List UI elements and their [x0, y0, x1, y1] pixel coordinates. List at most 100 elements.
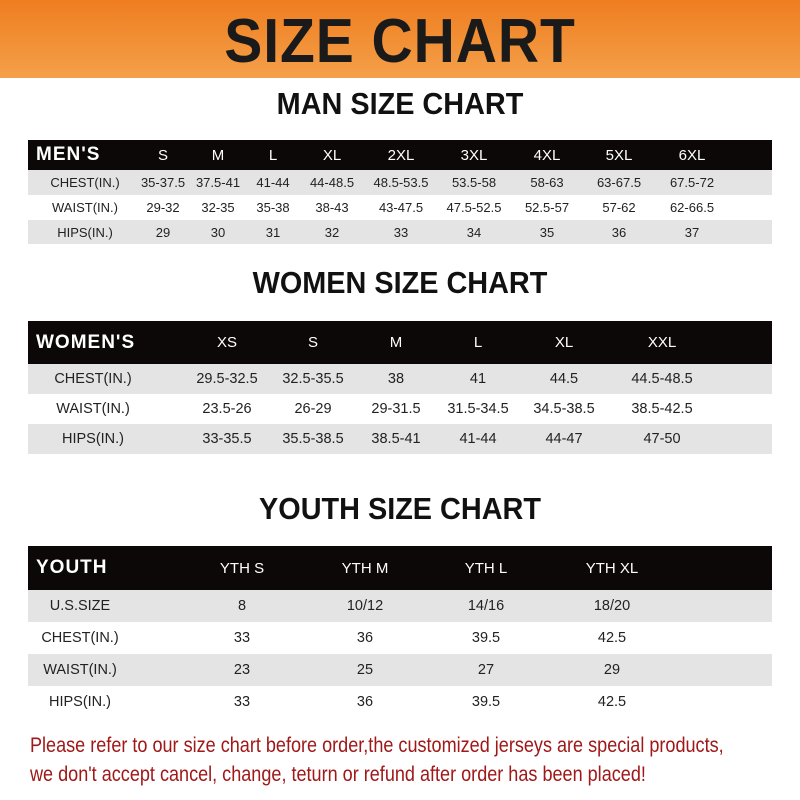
banner-title: SIZE CHART	[224, 7, 576, 76]
measurement-label: HIPS(IN.)	[48, 694, 112, 710]
measurement-value: 57-62	[602, 200, 636, 215]
banner: SIZE CHART	[0, 0, 800, 78]
measurement-value: 33	[393, 224, 409, 240]
measurement-value: 30	[210, 224, 226, 240]
measurement-value: 35-38	[256, 200, 290, 215]
measurement-value: 32-35	[201, 200, 235, 215]
measurement-value: 42.5	[597, 694, 627, 710]
measurement-label: HIPS(IN.)	[57, 224, 113, 240]
measurement-value: 29	[603, 662, 621, 678]
size-header-cell: L	[268, 146, 278, 164]
notice-line-1: Please refer to our size chart before or…	[30, 734, 724, 757]
measurement-value: 42.5	[597, 630, 627, 646]
measurement-value: 35-37.5	[140, 175, 186, 190]
measurement-value: 38-43	[315, 200, 349, 215]
size-header-cell: 6XL	[678, 146, 706, 164]
size-header-cell: XS	[216, 334, 238, 351]
measurement-value: 39.5	[471, 694, 501, 710]
size-header-cell: M	[211, 146, 225, 164]
measurement-value: 63-67.5	[596, 175, 642, 190]
men-header-label: MEN'S	[36, 144, 101, 165]
size-header-cell: YTH M	[341, 559, 389, 577]
table-row: HIPS(IN.) 33 36 39.5 42.5	[28, 686, 772, 718]
table-row: CHEST(IN.) 29.5-32.5 32.5-35.5 38 41 44.5 44.5…	[28, 364, 772, 394]
measurement-value: 38	[387, 371, 405, 387]
measurement-value: 38.5-41	[371, 431, 421, 447]
measurement-value: 33-35.5	[202, 431, 252, 447]
measurement-value: 52.5-57	[524, 200, 570, 215]
measurement-value: 31	[265, 224, 281, 240]
measurement-label: WAIST(IN.)	[56, 401, 130, 417]
size-header-cell: 2XL	[387, 146, 415, 164]
measurement-value: 41-44	[459, 431, 497, 447]
measurement-value: 37	[684, 224, 700, 240]
size-header-cell: S	[307, 334, 319, 351]
size-header-cell: YTH L	[464, 559, 508, 577]
measurement-label: CHEST(IN.)	[54, 371, 132, 387]
women-section-title: WOMEN SIZE CHART	[252, 265, 548, 300]
youth-size-table: YOUTH YTH S YTH M YTH L YTH XL U.S.SIZE 8 10/12…	[28, 546, 772, 718]
measurement-value: 47-50	[643, 431, 681, 447]
measurement-value: 34.5-38.5	[533, 401, 595, 417]
measurement-value: 38.5-42.5	[631, 401, 693, 417]
measurement-value: 8	[237, 598, 247, 614]
measurement-value: 41-44	[256, 175, 290, 190]
measurement-value: 33	[233, 630, 251, 646]
women-header-label: WOMEN'S	[36, 331, 136, 353]
measurement-label: WAIST(IN.)	[52, 200, 118, 215]
measurement-value: 44.5	[549, 371, 579, 387]
size-header-cell: XL	[554, 334, 574, 351]
youth-header-label: YOUTH	[36, 557, 108, 578]
table-row: WAIST(IN.) 23.5-26 26-29 29-31.5 31.5-34.5 34…	[28, 394, 772, 424]
women-header-row: WOMEN'S XS S M L XL XXL	[28, 321, 772, 364]
men-section-title: MAN SIZE CHART	[276, 86, 524, 121]
youth-header-row: YOUTH YTH S YTH M YTH L YTH XL	[28, 546, 772, 590]
youth-section-title: YOUTH SIZE CHART	[259, 491, 541, 526]
table-row: HIPS(IN.) 29 30 31 32 33 34 35 36 37	[28, 220, 772, 244]
measurement-value: 67.5-72	[669, 175, 715, 190]
measurement-value: 62-66.5	[669, 200, 715, 215]
measurement-value: 32.5-35.5	[282, 371, 344, 387]
measurement-value: 44-48.5	[309, 175, 355, 190]
measurement-value: 10/12	[346, 598, 384, 614]
men-size-table: MEN'S S M L XL 2XL 3XL 4XL 5XL 6XL CHEST(IN.) 35-37…	[28, 140, 772, 244]
size-header-cell: S	[157, 146, 169, 164]
measurement-value: 25	[356, 662, 374, 678]
size-header-cell: M	[389, 334, 403, 351]
measurement-label: WAIST(IN.)	[43, 662, 117, 678]
size-header-cell: 3XL	[460, 146, 488, 164]
measurement-value: 48.5-53.5	[373, 175, 429, 190]
measurement-value: 44-47	[545, 431, 583, 447]
measurement-value: 29.5-32.5	[196, 371, 258, 387]
measurement-value: 35.5-38.5	[282, 431, 344, 447]
size-header-cell: YTH S	[219, 559, 265, 577]
measurement-label: HIPS(IN.)	[61, 431, 125, 447]
measurement-value: 41	[469, 371, 487, 387]
measurement-value: 14/16	[467, 598, 505, 614]
table-row: WAIST(IN.) 23 25 27 29	[28, 654, 772, 686]
measurement-value: 36	[356, 694, 374, 710]
table-row: U.S.SIZE 8 10/12 14/16 18/20	[28, 590, 772, 622]
measurement-value: 39.5	[471, 630, 501, 646]
measurement-value: 35	[539, 224, 555, 240]
measurement-value: 44.5-48.5	[631, 371, 693, 387]
size-header-cell: XL	[322, 146, 342, 164]
size-header-cell: XXL	[647, 334, 677, 351]
measurement-value: 33	[233, 694, 251, 710]
measurement-value: 32	[324, 224, 340, 240]
measurement-value: 23.5-26	[202, 401, 252, 417]
measurement-value: 27	[477, 662, 495, 678]
measurement-value: 29-31.5	[371, 401, 421, 417]
measurement-label: CHEST(IN.)	[41, 630, 119, 646]
table-row: WAIST(IN.) 29-32 32-35 35-38 38-43 43-47.5 47.…	[28, 195, 772, 220]
women-size-table: WOMEN'S XS S M L XL XXL CHEST(IN.) 29.5-32.5 32.5…	[28, 321, 772, 454]
size-header-cell: YTH XL	[585, 559, 639, 577]
table-row: HIPS(IN.) 33-35.5 35.5-38.5 38.5-41 41-44 44-…	[28, 424, 772, 454]
size-header-cell: L	[473, 334, 483, 351]
measurement-value: 58-63	[530, 175, 564, 190]
measurement-value: 23	[233, 662, 251, 678]
measurement-value: 37.5-41	[195, 175, 241, 190]
measurement-value: 29	[155, 224, 171, 240]
measurement-value: 53.5-58	[451, 175, 497, 190]
men-header-row: MEN'S S M L XL 2XL 3XL 4XL 5XL 6XL	[28, 140, 772, 170]
